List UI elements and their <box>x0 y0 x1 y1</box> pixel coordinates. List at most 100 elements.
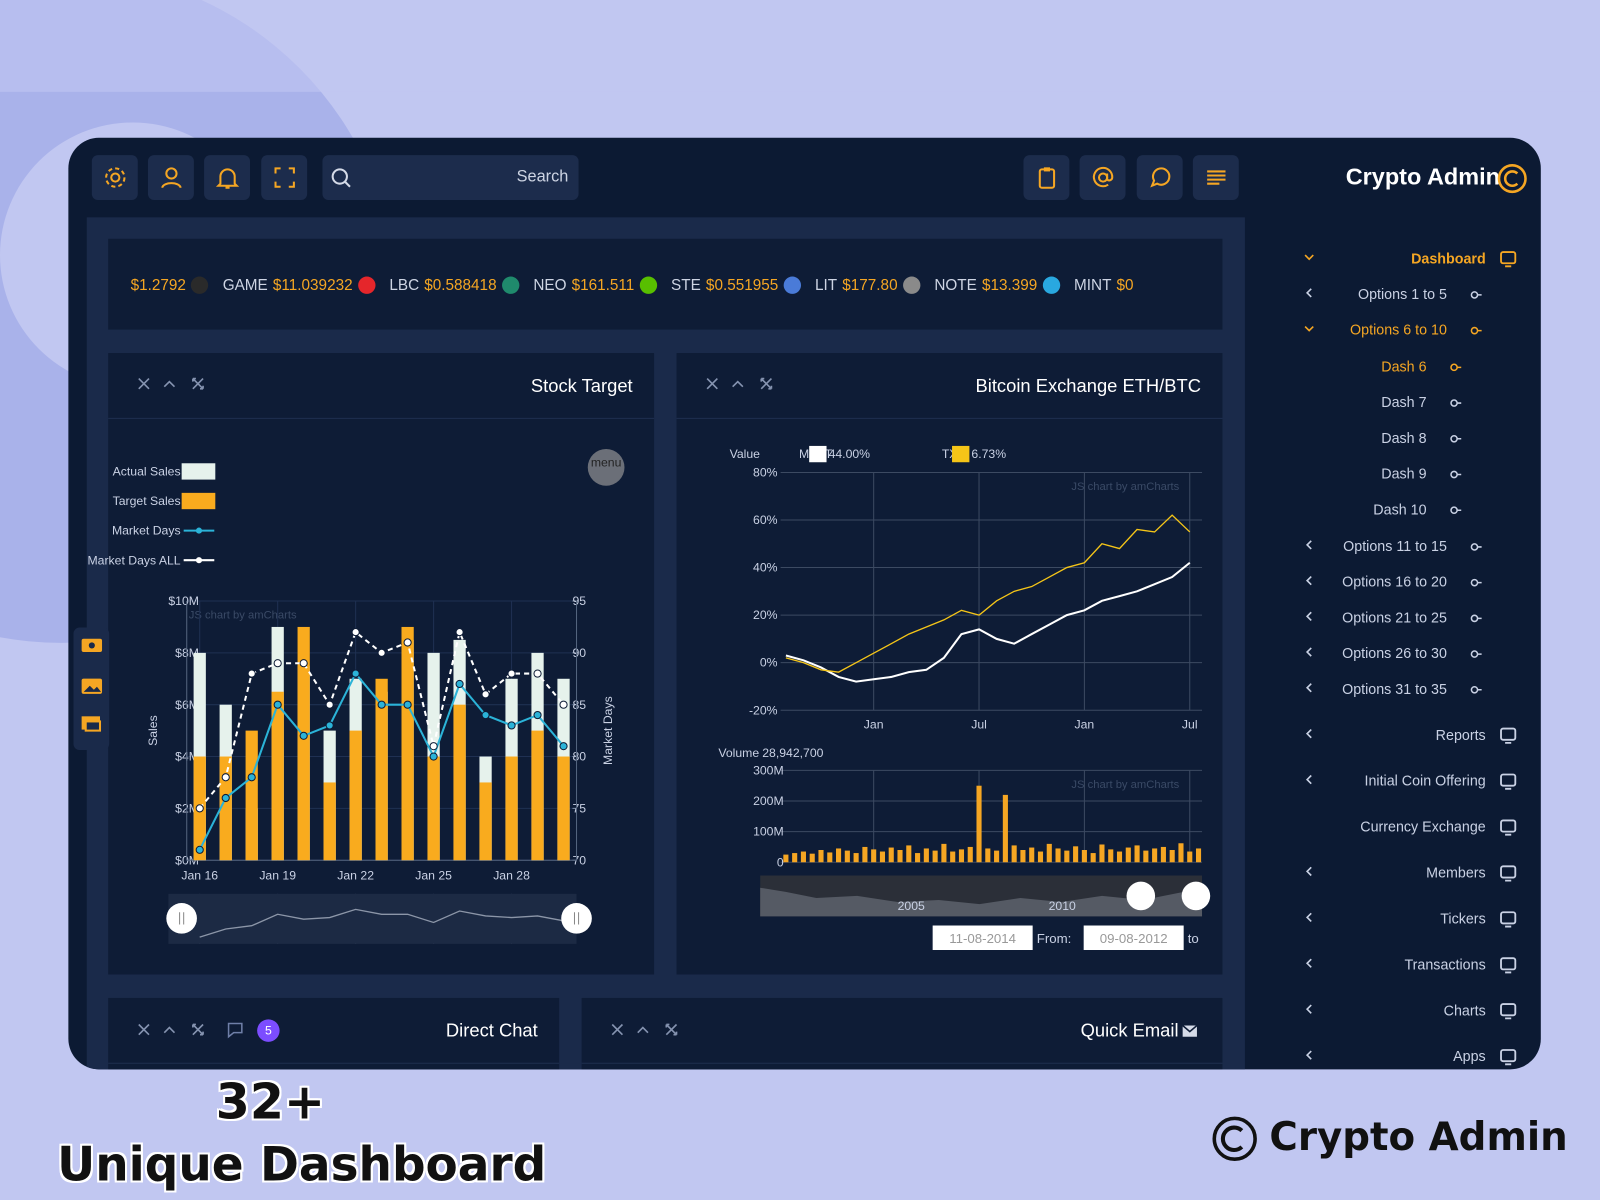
menu-item-label[interactable]: Options 11 to 15 <box>1343 537 1447 554</box>
coin-icon <box>1042 276 1060 294</box>
settings-button[interactable] <box>91 155 138 200</box>
menu-item-label[interactable]: Reports <box>1435 726 1486 744</box>
menu-item-label[interactable]: Options 21 to 25 <box>1342 609 1447 626</box>
menu-item-label[interactable]: Dash 7 <box>1381 393 1427 410</box>
menu-item-label[interactable]: Dash 10 <box>1373 501 1427 518</box>
chevron-shape <box>1305 683 1312 693</box>
mail-button[interactable] <box>1079 155 1126 200</box>
menu-icon <box>1450 363 1462 371</box>
icon-shape <box>1500 1049 1517 1063</box>
notifications-button[interactable] <box>204 155 250 200</box>
menu-button[interactable] <box>1192 155 1239 200</box>
menu-item-label[interactable]: Members <box>1426 864 1486 882</box>
menu-item-label[interactable]: Dash 8 <box>1381 429 1427 446</box>
ticker-item: $1.2792 <box>130 276 209 294</box>
icon-shape <box>1500 728 1517 742</box>
icon-shape <box>1470 291 1479 299</box>
chevron-shape <box>1305 1050 1312 1061</box>
icon-shape <box>1470 614 1479 623</box>
ticker-price: $1.2792 <box>130 276 186 294</box>
ticker-price: $0.551955 <box>705 276 779 294</box>
ticker-item: LIT $177.80 <box>815 276 921 294</box>
search-placeholder: Search <box>516 168 569 186</box>
menu-item-label[interactable]: Options 26 to 30 <box>1342 645 1447 662</box>
menu-chevron[interactable] <box>1303 251 1315 263</box>
menu-item-label[interactable]: Charts <box>1443 1002 1486 1019</box>
ticker-price: $161.511 <box>571 276 635 294</box>
menu-item-label[interactable]: Options 6 to 10 <box>1350 321 1447 339</box>
menu-item-label[interactable]: Apps <box>1453 1048 1486 1065</box>
menu-item-label[interactable]: Options 1 to 5 <box>1357 285 1447 303</box>
menu-chevron[interactable] <box>1303 866 1315 878</box>
menu-item-label[interactable]: Transactions <box>1404 956 1486 973</box>
ticker-price: $11.039232 <box>272 276 353 294</box>
menu-chevron[interactable] <box>1303 610 1315 622</box>
menu-chevron[interactable] <box>1303 287 1315 299</box>
menu-chevron[interactable] <box>1303 774 1315 786</box>
menu-chevron[interactable] <box>1303 682 1315 694</box>
ticker-symbol: MINT <box>1074 276 1112 294</box>
icon-shape <box>1500 1003 1517 1017</box>
ticker-symbol: GAME <box>222 276 268 294</box>
menu-item-label[interactable]: Dash 6 <box>1381 357 1427 375</box>
chevron-shape <box>1305 647 1312 657</box>
icon-shape <box>1500 819 1517 833</box>
menu-item-label[interactable]: Tickers <box>1440 910 1486 927</box>
menu-icon <box>1500 819 1517 837</box>
menu-icon <box>1470 327 1482 335</box>
profile-button[interactable] <box>147 155 194 200</box>
menu-chevron[interactable] <box>1303 323 1315 335</box>
menu-item-label[interactable]: Dashboard <box>1411 249 1486 267</box>
quick-email-panel <box>581 997 1223 1070</box>
ticker-item: GAME $11.039232 <box>222 276 376 294</box>
search-box[interactable]: Search <box>322 155 579 200</box>
menu-icon <box>1450 399 1462 407</box>
menu-chevron[interactable] <box>1303 958 1315 970</box>
menu-icon <box>1500 1049 1517 1066</box>
menu-icon <box>1500 911 1517 928</box>
ticker-symbol: STE <box>671 276 701 294</box>
chevron-shape <box>1305 867 1312 877</box>
icon-shape <box>1470 327 1479 335</box>
brand-logo <box>1497 164 1527 194</box>
icon-shape <box>1450 434 1458 443</box>
menu-item-label[interactable]: Currency Exchange <box>1360 818 1486 836</box>
ticker-price: $0.588418 <box>424 276 497 294</box>
promo-brand: Crypto Admin <box>1269 1114 1568 1160</box>
ticker-price: $13.399 <box>981 276 1038 294</box>
menu-chevron[interactable] <box>1303 574 1315 586</box>
ticker-symbol: NEO <box>533 276 567 294</box>
ticker-item: NEO $161.511 <box>533 276 657 294</box>
menu-icon <box>1500 251 1517 268</box>
menu-icon <box>1470 578 1482 587</box>
fullscreen-button[interactable] <box>261 155 308 200</box>
menu-item-label[interactable]: Dash 9 <box>1381 465 1427 482</box>
icon-shape <box>1470 578 1479 587</box>
chevron-shape <box>1304 326 1314 333</box>
menu-chevron[interactable] <box>1303 646 1315 658</box>
icon-shape <box>1450 399 1458 407</box>
icon-shape <box>1500 251 1517 265</box>
menu-chevron[interactable] <box>1303 912 1315 924</box>
ticker-bar: $1.2792 GAME $11.039232 LBC $0.588418 NEO $161… <box>108 238 1223 330</box>
coin-icon <box>639 276 657 294</box>
menu-chevron[interactable] <box>1303 1049 1315 1061</box>
menu-chevron[interactable] <box>1303 728 1315 740</box>
menu-chevron[interactable] <box>1303 538 1315 550</box>
icon-shape <box>1450 363 1458 371</box>
ticker-price: $0 <box>1116 276 1134 294</box>
coin-icon <box>191 276 209 294</box>
chat-button[interactable] <box>1136 155 1183 200</box>
menu-chevron[interactable] <box>1303 1003 1315 1015</box>
clipboard-button[interactable] <box>1023 155 1070 200</box>
menu-icon <box>1500 728 1517 745</box>
menu-item-label[interactable]: Options 16 to 20 <box>1342 573 1447 590</box>
menu-item-label[interactable]: Initial Coin Offering <box>1364 772 1486 790</box>
chevron-shape <box>1305 539 1312 550</box>
chevron-shape <box>1305 913 1312 923</box>
menu-item-label[interactable]: Options 31 to 35 <box>1342 681 1447 698</box>
dashboard-content: Search Crypto Admin $1.2792 GAME $11.03923… <box>68 138 1540 1070</box>
icon-shape <box>1500 957 1517 971</box>
ticker-item: LBC $0.588418 <box>389 276 520 294</box>
menu-icon <box>1470 542 1482 551</box>
